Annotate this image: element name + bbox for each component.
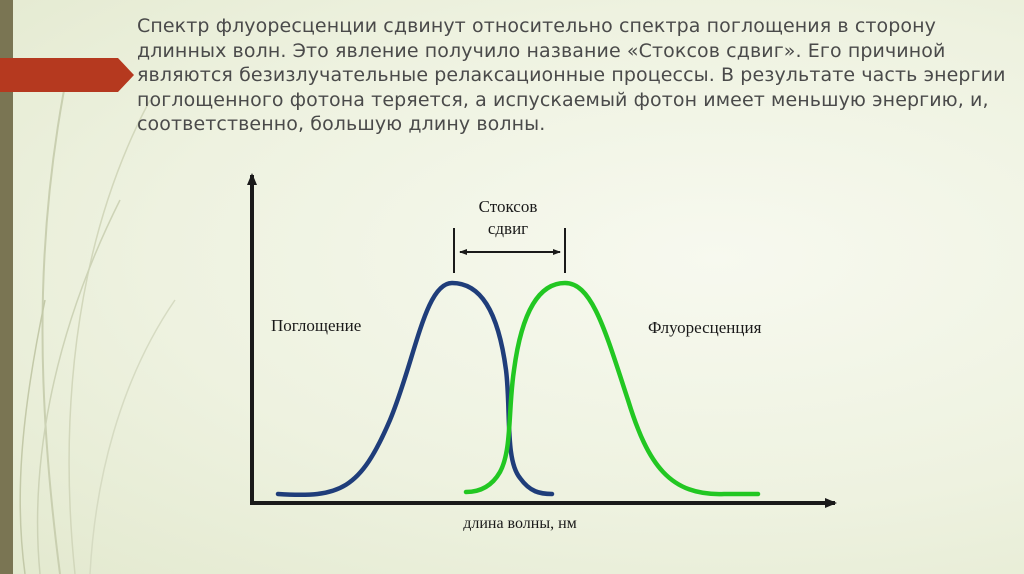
decorative-grass-lines	[19, 59, 176, 574]
fluorescence-label: Флуоресценция	[648, 318, 762, 337]
shift-label-line2: сдвиг	[488, 219, 528, 238]
shift-label-line1: Стоксов	[479, 197, 538, 216]
x-axis-label: длина волны, нм	[463, 515, 577, 532]
accent-tab	[0, 58, 134, 92]
fluorescence-curve	[463, 280, 761, 497]
slide-body-text: Спектр флуоресценции сдвинут относительн…	[137, 15, 1006, 135]
absorption-curve	[275, 280, 555, 498]
absorption-label: Поглощение	[271, 316, 361, 335]
slide-left-bar	[0, 0, 13, 574]
stokes-shift-diagram: Стоксов сдвиг Поглощение Флуоресценция д…	[247, 173, 837, 532]
